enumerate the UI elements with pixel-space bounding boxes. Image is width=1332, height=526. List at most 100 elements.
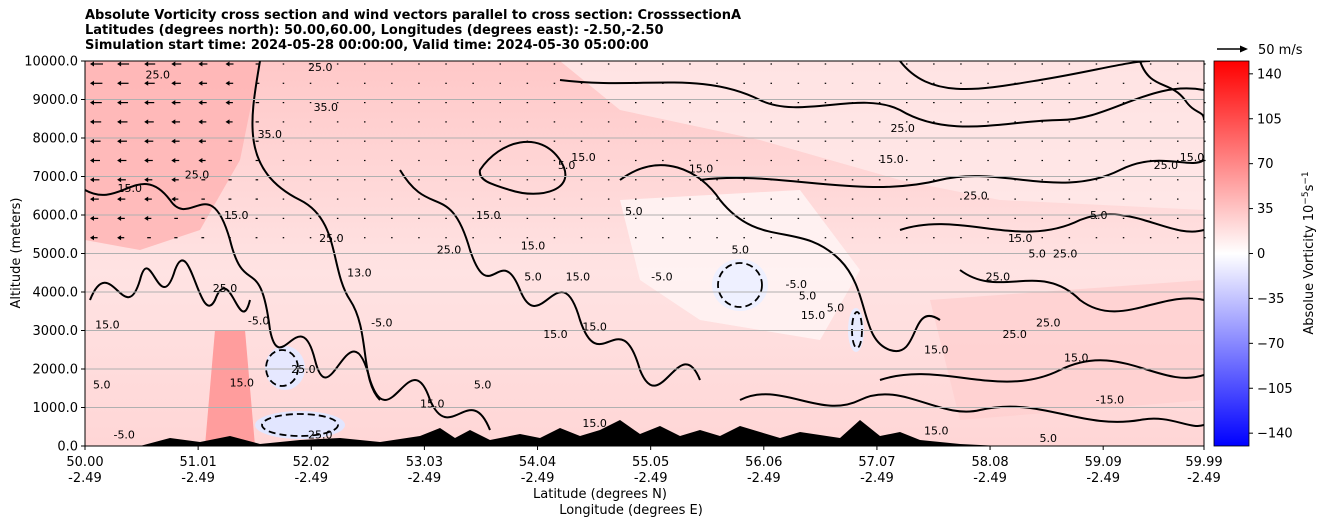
colorbar xyxy=(1213,60,1250,447)
contour-label: 25.0 xyxy=(319,232,344,245)
x-tick-label-latitude: 58.08 xyxy=(971,455,1008,470)
y-tick-label: 2000.0 xyxy=(33,363,79,378)
wind-vector-head xyxy=(144,196,149,202)
x-tick-label-latitude: 59.09 xyxy=(1085,455,1122,470)
contour-label: 25.0 xyxy=(963,190,988,203)
wind-vector-head xyxy=(225,80,230,86)
wind-vector-head xyxy=(198,100,203,106)
contour-label: 5.0 xyxy=(1040,432,1058,445)
wind-vector-head xyxy=(225,119,230,125)
quiver-key: 50 m/s xyxy=(1217,43,1303,58)
x-axis-label-latitude: Latitude (degrees N) xyxy=(533,487,667,502)
wind-vector-head xyxy=(90,100,94,106)
contour-label: 15.0 xyxy=(1008,232,1033,245)
horizontal-gridlines xyxy=(85,99,1204,408)
wind-vector-head xyxy=(117,177,122,183)
wind-vector-head xyxy=(144,177,149,183)
wind-vector-head xyxy=(198,61,203,67)
x-tick-label-longitude: -2.49 xyxy=(860,471,894,486)
colorbar-ticks: 140 105 70 35 0 −35 −70 −105 −140 xyxy=(1249,67,1293,442)
x-tick-label-longitude: -2.49 xyxy=(181,471,215,486)
wind-vector-head xyxy=(225,61,230,67)
y-tick-label: 8000.0 xyxy=(33,132,79,147)
wind-vector-head xyxy=(144,61,149,67)
contour-label: 25.0 xyxy=(185,168,210,181)
wind-vector-head xyxy=(90,80,94,86)
wind-vector-head xyxy=(117,215,122,221)
wind-vector-head xyxy=(90,61,94,67)
wind-vector-head xyxy=(144,215,149,221)
wind-vector-head xyxy=(144,119,149,125)
wind-vector-head xyxy=(90,158,94,163)
terrain xyxy=(85,420,1000,446)
wind-vector-head xyxy=(117,80,122,86)
wind-vector-head xyxy=(117,119,122,125)
contour-label: 5.0 xyxy=(1090,209,1108,222)
y-tick-label: 4000.0 xyxy=(33,286,79,301)
contour-label: 15.0 xyxy=(476,209,501,222)
wind-vector-head xyxy=(171,138,176,144)
contour-label: 25.0 xyxy=(1154,159,1179,172)
wind-vector-head xyxy=(198,138,203,144)
contour-label: 15.0 xyxy=(582,321,607,334)
contour-label: 25.0 xyxy=(146,68,171,81)
x-tick-label-latitude: 54.04 xyxy=(519,455,556,470)
x-tick-label-longitude: -2.49 xyxy=(747,471,781,486)
contour-label: 15.0 xyxy=(521,240,546,253)
wind-vector-head xyxy=(171,80,176,86)
wind-vector-head xyxy=(117,235,122,241)
wind-vector-head xyxy=(90,119,94,125)
contour-label: 15.0 xyxy=(924,344,949,357)
contour-label: 35.0 xyxy=(258,128,283,141)
x-tick-label-latitude: 53.03 xyxy=(406,455,443,470)
x-tick-label-latitude: 55.05 xyxy=(632,455,669,470)
contour-label: 35.0 xyxy=(314,101,339,114)
wind-vector-head xyxy=(144,80,149,86)
contour-label: 15.0 xyxy=(566,270,591,283)
contour-label: 15.0 xyxy=(224,209,249,222)
wind-vector-head xyxy=(171,177,176,183)
wind-vector-head xyxy=(117,138,122,144)
contour-label: 15.0 xyxy=(1180,151,1205,164)
wind-vector-head xyxy=(117,100,122,106)
contour-label: 15.0 xyxy=(420,398,445,411)
contour-labels: 25.025.035.035.025.015.015.025.013.025.0… xyxy=(93,61,1204,445)
contour-label: 5.0 xyxy=(93,378,111,391)
y-axis-label: Altitude (meters) xyxy=(9,198,24,309)
title-line-1: Absolute Vorticity cross section and win… xyxy=(85,8,742,23)
wind-vector-head xyxy=(117,158,122,163)
contour-label: 25.0 xyxy=(437,244,462,257)
wind-vector-head xyxy=(144,100,149,106)
contour-label: -5.0 xyxy=(371,317,392,330)
x-tick-label-longitude: -2.49 xyxy=(68,471,102,486)
contour-label: 5.0 xyxy=(732,244,750,257)
wind-vector-head xyxy=(171,100,176,106)
contour-label: 25.0 xyxy=(1053,247,1078,260)
x-tick-label-longitude: -2.49 xyxy=(294,471,328,486)
wind-vector-head xyxy=(198,80,203,86)
wind-vector-head xyxy=(171,196,176,202)
title-line-2: Latitudes (degrees north): 50.00,60.00, … xyxy=(85,23,664,38)
y-tick-label: 5000.0 xyxy=(33,247,79,262)
contour-label: 15.0 xyxy=(1064,351,1089,364)
y-axis: 0.0 1000.0 2000.0 3000.0 4000.0 5000.0 6000.0 7… xyxy=(24,55,85,455)
y-tick-label: 9000.0 xyxy=(33,93,79,108)
contour-label: 15.0 xyxy=(689,163,714,176)
contour-label: -5.0 xyxy=(113,428,134,441)
wind-vector-head xyxy=(90,235,94,241)
colorbar-tick-label: −105 xyxy=(1257,382,1293,397)
wind-vector-head xyxy=(171,61,176,67)
contour-label: 25.0 xyxy=(890,122,915,135)
contour-label: 25.0 xyxy=(308,61,333,74)
contour-label: 25.0 xyxy=(1036,317,1061,330)
y-tick-label: 10000.0 xyxy=(24,55,78,70)
contour-label: 5.0 xyxy=(524,270,542,283)
x-tick-label-longitude: -2.49 xyxy=(973,471,1007,486)
y-tick-label: 7000.0 xyxy=(33,170,79,185)
contour-label: -5.0 xyxy=(248,315,269,328)
contour-label: 15.0 xyxy=(571,151,596,164)
wind-vectors xyxy=(90,61,1206,241)
quiver-key-label: 50 m/s xyxy=(1258,43,1303,58)
contour-label: 5.0 xyxy=(474,378,492,391)
